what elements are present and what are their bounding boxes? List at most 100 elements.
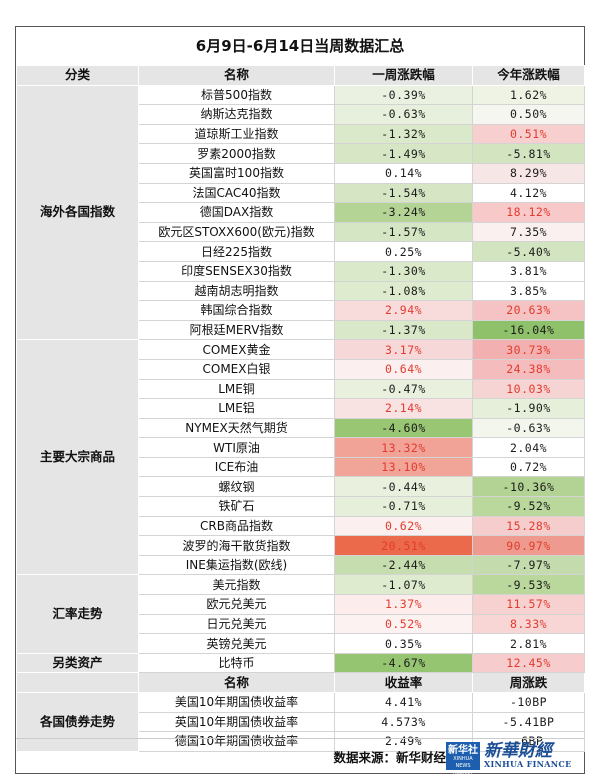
name-cell: CRB商品指数 [138,515,335,537]
category-cell: 另类资产 [16,652,139,674]
name-cell: 美元指数 [138,574,335,596]
weekly-change-cell: -1.54% [334,182,473,204]
name-cell: 欧元兑美元 [138,594,335,615]
table-row: 欧元兑美元 1.37% 11.57% [17,594,585,615]
bond-header-yield: 收益率 [334,672,473,693]
bond-name-cell: 英国10年期国债收益率 [138,711,335,733]
page-title: 6月9日-6月14日当周数据汇总 [16,27,584,66]
weekly-change-cell: -0.63% [334,104,473,125]
category-cell: 汇率走势 [16,574,139,654]
table-row: LME铝 2.14% -1.90% [17,398,585,419]
badge-text-en: XINHUA NEWS AGENCY [452,756,474,776]
ytd-change-cell: -5.40% [472,241,585,262]
name-cell: 法国CAC40指数 [138,182,335,204]
table-row: CRB商品指数 0.62% 15.28% [17,515,585,537]
weekly-change-cell: -1.08% [334,280,473,302]
table-row: 海外各国指数 标普500指数 -0.39% 1.62% [16,84,585,341]
table-row: 波罗的海干散货指数 20.51% 90.97% [17,535,585,556]
weekly-change-cell: 0.25% [334,241,473,262]
table-body: 海外各国指数 标普500指数 -0.39% 1.62% 纳斯达克指数 -0.63% 0.50… [16,84,585,674]
name-cell: WTI原油 [138,437,335,458]
ytd-change-cell: -10.36% [472,476,585,498]
name-cell: ICE布油 [138,456,335,478]
name-cell: 罗素2000指数 [138,143,335,164]
weekly-change-cell: -1.30% [334,260,473,282]
name-cell: 日经225指数 [138,241,335,262]
ytd-change-cell: -16.04% [472,319,585,341]
table-row: ICE布油 13.10% 0.72% [17,456,585,478]
name-cell: 纳斯达克指数 [138,104,335,125]
weekly-change-cell: 2.94% [334,300,473,321]
ytd-change-cell: 15.28% [472,515,585,537]
bond-table-body: 名称 收益率 周涨跌 各国债券走势 美国10年期国债收益率 4.41% -10BP 英国… [16,672,585,752]
weekly-change-cell: 20.51% [334,535,473,556]
header-weekly-change: 一周涨跌幅 [334,65,473,86]
ytd-change-cell: 2.04% [472,437,585,458]
table-row: 欧元区STOXX600(欧元)指数 -1.57% 7.35% [17,221,585,243]
bond-change-cell: -6BP [472,731,585,752]
name-cell: 韩国综合指数 [138,300,335,321]
table-header-row: 分类 名称 一周涨跌幅 今年涨跌幅 [16,65,585,86]
name-cell: 印度SENSEX30指数 [138,260,335,282]
ytd-change-cell: 0.51% [472,123,585,145]
name-cell: 比特币 [138,652,335,674]
name-cell: NYMEX天然气期货 [138,417,335,439]
name-cell: 德国DAX指数 [138,202,335,223]
weekly-change-cell: -4.60% [334,417,473,439]
header-name: 名称 [138,65,335,86]
ytd-change-cell: 3.85% [472,280,585,302]
ytd-change-cell: 0.50% [472,104,585,125]
bond-row: 英国10年期国债收益率 4.573% -5.41BP [17,711,585,733]
table-row: 日经225指数 0.25% -5.40% [17,241,585,262]
ytd-change-cell: 8.33% [472,613,585,635]
weekly-change-cell: 0.14% [334,162,473,184]
ytd-change-cell: 4.12% [472,182,585,204]
ytd-change-cell: 20.63% [472,300,585,321]
ytd-change-cell: 90.97% [472,535,585,556]
table-row: 阿根廷MERV指数 -1.37% -16.04% [17,319,585,341]
ytd-change-cell: -0.63% [472,417,585,439]
weekly-change-cell: -1.49% [334,143,473,164]
weekly-change-cell: 0.35% [334,633,473,654]
weekly-change-cell: 13.10% [334,456,473,478]
data-table: 分类 名称 一周涨跌幅 今年涨跌幅 海外各国指数 标普500指数 -0.39% 1.6… [16,65,585,752]
ytd-change-cell: -5.81% [472,143,585,164]
ytd-change-cell: 11.57% [472,594,585,615]
table-row: 汇率走势 美元指数 -1.07% -9.53% [16,574,585,654]
table-row: 另类资产 比特币 -4.67% 12.45% [16,652,585,674]
weekly-change-cell: -0.39% [334,84,473,106]
weekly-change-cell: -1.32% [334,123,473,145]
weekly-change-cell: -1.57% [334,221,473,243]
ytd-change-cell: 10.03% [472,378,585,400]
weekly-change-cell: -2.44% [334,554,473,576]
ytd-change-cell: 2.81% [472,633,585,654]
bond-header-blank [16,672,139,693]
bond-yield-cell: 2.49% [334,731,473,752]
badge-text-zh: 新华社 [448,745,478,756]
ytd-change-cell: 7.35% [472,221,585,243]
bond-category-cell: 各国债券走势 [16,692,139,752]
table-row: 印度SENSEX30指数 -1.30% 3.81% [17,260,585,282]
weekly-change-cell: 0.52% [334,613,473,635]
bond-row: 各国债券走势 美国10年期国债收益率 4.41% -10BP [16,692,585,752]
name-cell: LME铝 [138,398,335,419]
weekly-change-cell: -1.07% [334,574,473,596]
summary-panel: 6月9日-6月14日当周数据汇总 分类 名称 一周涨跌幅 今年涨跌幅 海外各国指… [15,26,585,776]
table-row: COMEX白银 0.64% 24.38% [17,358,585,380]
ytd-change-cell: 8.29% [472,162,585,184]
bond-change-cell: -5.41BP [472,711,585,733]
header-ytd-change: 今年涨跌幅 [472,65,585,86]
xinhua-finance-logo: 新华社 XINHUA NEWS AGENCY 新華財經 XINHUA FINAN… [446,741,576,776]
ytd-change-cell: 30.73% [472,339,585,360]
table-row: 主要大宗商品 COMEX黄金 3.17% 30.73% [16,339,585,576]
ytd-change-cell: 0.72% [472,456,585,478]
name-cell: 英国富时100指数 [138,162,335,184]
weekly-change-cell: -4.67% [334,652,473,674]
bond-header-name: 名称 [138,672,335,693]
name-cell: 欧元区STOXX600(欧元)指数 [138,221,335,243]
name-cell: 越南胡志明指数 [138,280,335,302]
weekly-change-cell: -1.37% [334,319,473,341]
name-cell: 铁矿石 [138,496,335,517]
table-row: 英镑兑美元 0.35% 2.81% [17,633,585,654]
brand-cn: 新華財經 [484,741,552,761]
